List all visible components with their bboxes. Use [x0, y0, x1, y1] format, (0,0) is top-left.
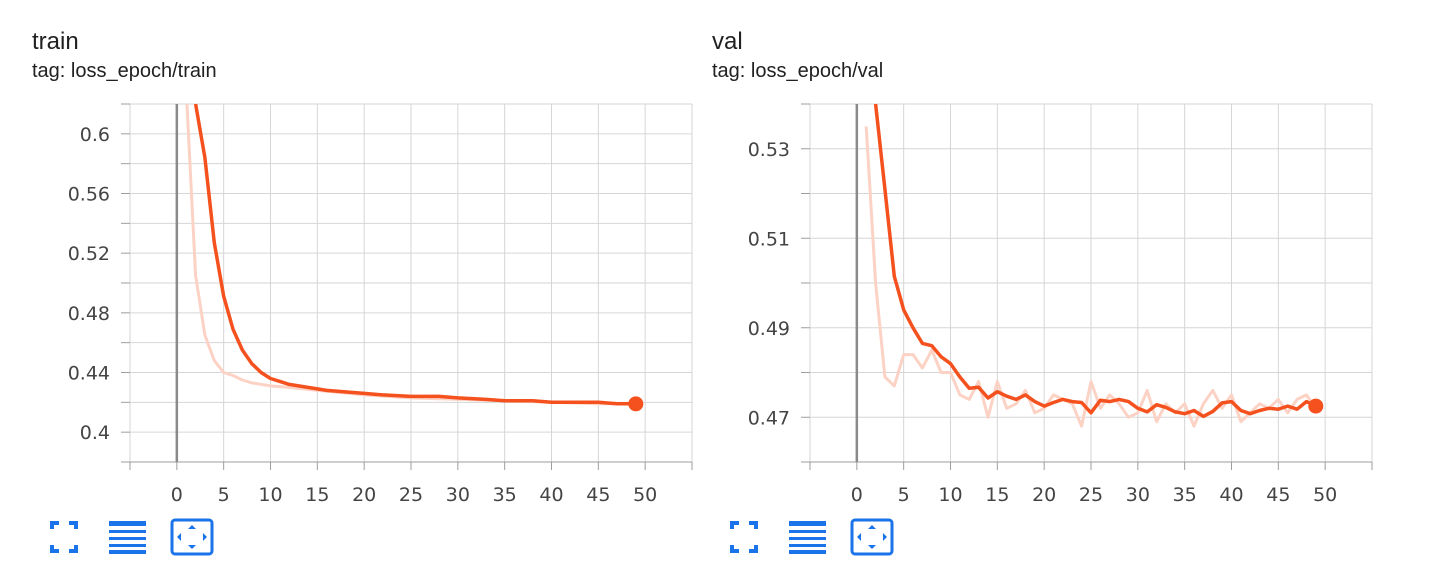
series-group	[864, 104, 1318, 428]
x-tick-label: 45	[586, 484, 610, 506]
y-tick-label: 0.48	[68, 303, 110, 325]
x-tick-label: 15	[985, 484, 1009, 506]
x-tick-label: 5	[218, 484, 230, 506]
smoothed-series-line	[193, 104, 636, 406]
x-tick-label: 10	[938, 484, 962, 506]
raw-series-line	[864, 126, 1318, 428]
fit-domain-icon	[50, 521, 78, 553]
x-tick-label: 15	[305, 484, 329, 506]
grid	[801, 103, 1373, 470]
chart-card-val: val tag: loss_epoch/val 0 5 10 15 20 25 30 35 40…	[680, 0, 1380, 584]
chart-card-train: train tag: loss_epoch/train 0 5 10 15 20 25 30…	[0, 0, 700, 584]
toggle-log-scale-button[interactable]	[786, 518, 830, 556]
x-tick-label: 25	[399, 484, 423, 506]
reset-zoom-icon	[170, 518, 214, 556]
x-tick-label: 0	[851, 484, 863, 506]
x-tick-label: 50	[1313, 484, 1337, 506]
grid	[121, 103, 693, 470]
y-tick-label: 0.44	[68, 363, 110, 385]
y-tick-label: 0.56	[68, 184, 110, 206]
x-tick-label: 50	[633, 484, 657, 506]
toggle-log-scale-icon	[789, 521, 826, 554]
x-tick-label: 5	[898, 484, 910, 506]
y-tick-label: 0.52	[68, 243, 110, 265]
chart-tag: tag: loss_epoch/val	[712, 60, 884, 82]
line-chart[interactable]: 0 5 10 15 20 25 30 35 40 45 50 0.47 0.49 0.51 0.53	[680, 0, 1380, 584]
x-tick-label: 35	[1173, 484, 1197, 506]
reset-zoom-button[interactable]	[850, 518, 894, 556]
x-tick-label: 40	[539, 484, 563, 506]
chart-title: train	[32, 28, 79, 55]
reset-zoom-icon	[850, 518, 894, 556]
y-tick-label: 0.49	[748, 318, 790, 340]
y-tick-label: 0.6	[80, 124, 110, 146]
x-tick-label: 20	[352, 484, 376, 506]
line-chart[interactable]: 0 5 10 15 20 25 30 35 40 45 50 0.4 0.44 0.48 0.52 0.56 0…	[0, 0, 700, 584]
toggle-log-scale-icon	[109, 521, 146, 554]
x-tick-label: 0	[171, 484, 183, 506]
fit-domain-button[interactable]	[42, 518, 86, 556]
toggle-log-scale-button[interactable]	[106, 518, 150, 556]
chart-title: val	[712, 28, 743, 55]
series-group	[185, 104, 636, 406]
last-point-marker[interactable]	[628, 396, 644, 412]
last-point-marker[interactable]	[1308, 398, 1324, 414]
x-tick-label: 40	[1219, 484, 1243, 506]
fit-domain-button[interactable]	[722, 518, 766, 556]
y-tick-label: 0.47	[748, 407, 790, 429]
y-tick-label: 0.53	[748, 139, 790, 161]
x-tick-label: 35	[493, 484, 517, 506]
reset-zoom-button[interactable]	[170, 518, 214, 556]
chart-tag: tag: loss_epoch/train	[32, 60, 217, 82]
fit-domain-icon	[730, 521, 758, 553]
x-tick-label: 25	[1079, 484, 1103, 506]
x-tick-label: 30	[446, 484, 470, 506]
smoothed-series-line	[873, 104, 1317, 419]
x-tick-label: 10	[258, 484, 282, 506]
x-tick-label: 30	[1126, 484, 1150, 506]
y-tick-label: 0.4	[80, 422, 110, 444]
y-tick-label: 0.51	[748, 228, 790, 250]
x-tick-label: 20	[1032, 484, 1056, 506]
x-tick-label: 45	[1266, 484, 1290, 506]
